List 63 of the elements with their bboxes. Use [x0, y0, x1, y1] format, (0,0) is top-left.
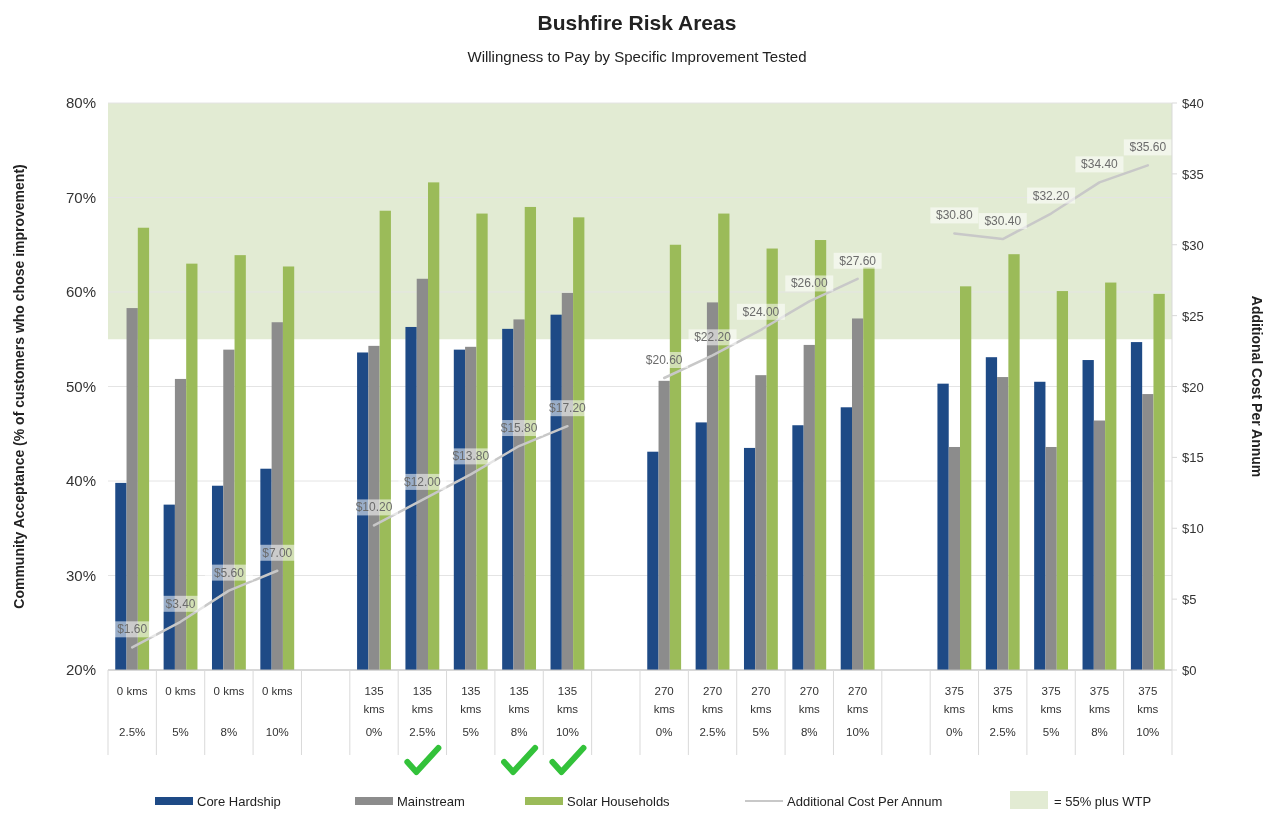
legend-label: Solar Households: [567, 794, 671, 809]
x-tick-label: 375 kms 2.5%: [989, 685, 1016, 738]
x-tick-label: 270 kms 8%: [798, 685, 821, 738]
legend-label: = 55% plus WTP: [1054, 794, 1152, 809]
category-label: 0 kms 10%: [261, 685, 293, 738]
x-tick-label: 375 kms 0%: [943, 685, 966, 738]
legend-label: Mainstream: [397, 794, 465, 809]
x-tick-label: 270 kms 2.5%: [699, 685, 726, 738]
y2-tick-label: $15: [1182, 450, 1204, 466]
data-label: $3.40: [165, 596, 196, 611]
x-tick-label: 135 kms 0%: [363, 685, 385, 738]
data-label: $34.40: [1081, 157, 1119, 172]
data-label: $26.00: [790, 276, 828, 291]
data-label: $32.20: [1032, 188, 1070, 203]
data-label: $22.20: [694, 330, 732, 345]
y2-tick-label: $40: [1182, 96, 1204, 111]
x-tick-label: 135 kms 10%: [555, 685, 579, 738]
x-tick-label: 135 kms 8%: [508, 685, 530, 738]
data-label: $12.00: [404, 474, 442, 489]
y2-tick-label: $0: [1182, 663, 1197, 678]
x-tick-label: 375 kms 10%: [1136, 685, 1160, 738]
y2-tick-label: $25: [1182, 308, 1204, 324]
y-tick-label: 30%: [65, 566, 96, 584]
x-tick-label: 270 kms 0%: [653, 685, 675, 738]
legend-label: Core Hardship: [197, 794, 281, 809]
category-label: 0 kms 8%: [213, 685, 245, 738]
data-label: $35.60: [1129, 140, 1167, 155]
data-label: $15.80: [500, 421, 538, 436]
x-tick-label: 270 kms 5%: [750, 685, 772, 738]
data-label: $1.60: [117, 622, 148, 637]
y-tick-label: 60%: [65, 283, 96, 300]
data-label: $20.60: [645, 352, 683, 367]
legend-label: Additional Cost Per Annum: [787, 794, 943, 809]
data-label: $30.80: [936, 208, 974, 223]
y2-tick-label: $30: [1182, 237, 1204, 253]
data-label: $24.00: [742, 304, 780, 319]
x-tick-label: 375 kms 5%: [1040, 685, 1062, 738]
y2-tick-label: $10: [1182, 521, 1204, 537]
y-tick-label: 40%: [65, 472, 96, 489]
data-label: $13.80: [452, 449, 490, 464]
y-tick-label: 80%: [65, 94, 96, 111]
y-axis-title: Community Acceptance (% of customers who chose improvement): [11, 164, 27, 609]
y2-tick-label: $5: [1182, 592, 1197, 608]
category-label: 0 kms 5%: [165, 685, 196, 738]
y-tick-label: 70%: [65, 188, 96, 206]
y-tick-label: 50%: [65, 377, 96, 395]
data-label: $30.40: [984, 214, 1022, 229]
x-tick-label: 270 kms 10%: [846, 685, 870, 738]
data-label: $5.60: [213, 565, 245, 580]
data-label: $10.20: [355, 500, 393, 515]
x-tick-label: 375 kms 8%: [1088, 685, 1111, 738]
y2-tick-label: $20: [1182, 379, 1204, 395]
x-tick-label: 135 kms 5%: [460, 685, 482, 738]
x-tick-label: 135 kms 2.5%: [409, 685, 436, 738]
chart-subtitle: Willingness to Pay by Specific Improvement Tested: [467, 48, 807, 65]
category-label: 0 kms 2.5%: [116, 685, 148, 738]
chart-title: Bushfire Risk Areas: [537, 11, 737, 34]
data-label: $7.00: [262, 545, 293, 560]
y2-axis-title: Additional Cost Per Annum: [1249, 295, 1265, 478]
data-label: $27.60: [839, 253, 877, 268]
data-label: $17.20: [549, 401, 587, 416]
y2-tick-label: $35: [1182, 166, 1204, 182]
y-tick-label: 20%: [65, 661, 96, 678]
